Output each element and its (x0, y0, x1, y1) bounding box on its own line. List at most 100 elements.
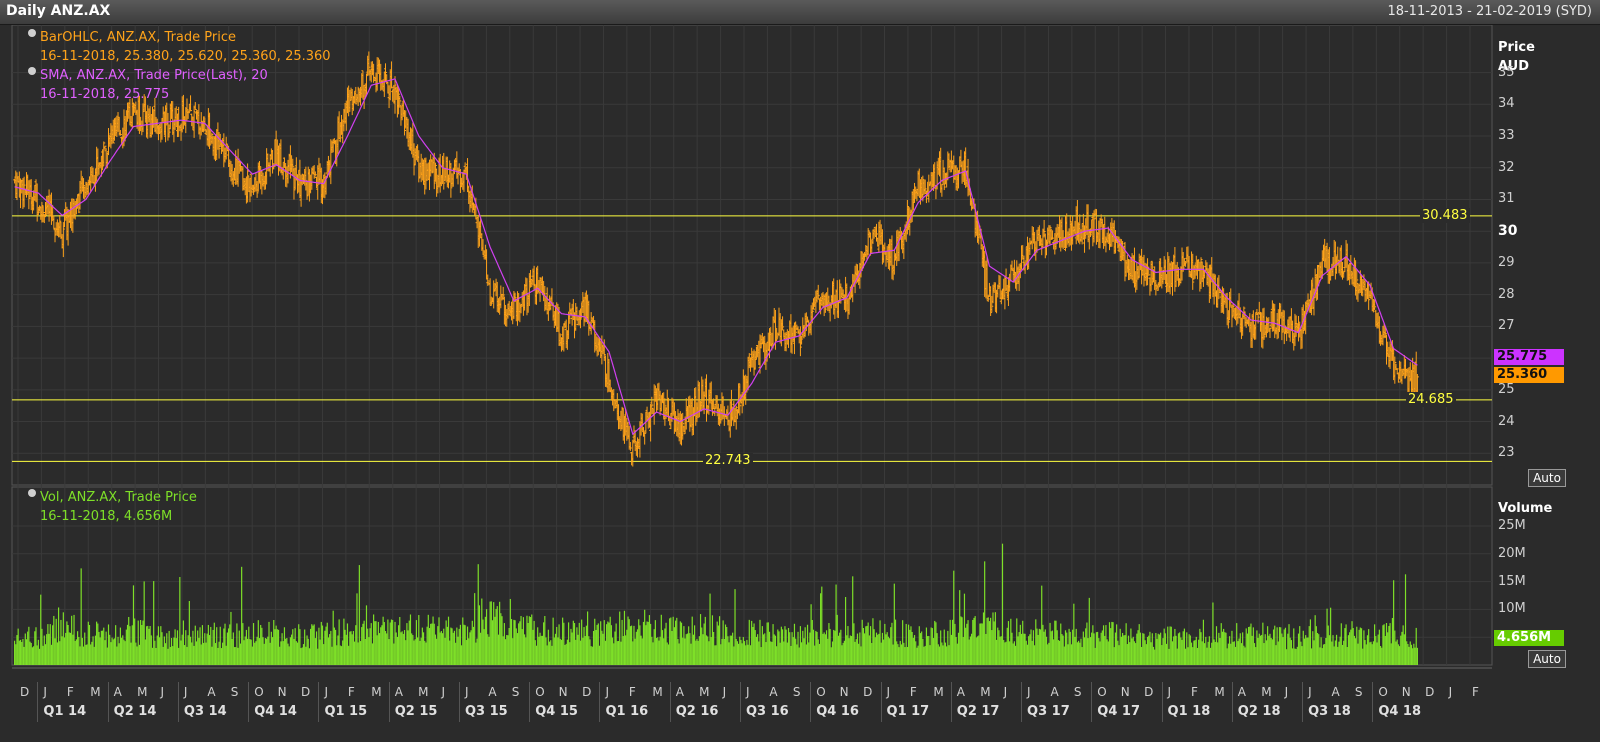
x-month-label: M (137, 685, 148, 699)
x-month-label: A (488, 685, 497, 699)
x-quarter-label: Q4 18 (1378, 704, 1422, 719)
volume-tick-label: 20M (1498, 545, 1526, 561)
horizontal-line-label: 22.743 (703, 453, 753, 469)
volume-axis-label: Volume (1498, 501, 1553, 516)
price-auto-button[interactable]: Auto (1528, 469, 1566, 487)
x-month-label: J (746, 685, 750, 699)
x-month-label: A (1237, 685, 1247, 699)
x-month-label: O (816, 685, 826, 699)
price-tick-label: 30 (1498, 223, 1518, 240)
x-quarter-label: Q2 17 (956, 704, 1000, 719)
x-month-label: D (20, 685, 30, 699)
x-quarter-divider (950, 682, 952, 722)
x-month-label: F (347, 685, 355, 699)
legend-sma-title: SMA, ANZ.AX, Trade Price(Last), 20 (40, 68, 268, 83)
legend-ohlc[interactable]: BarOHLC, ANZ.AX, Trade Price 16-11-2018,… (28, 28, 331, 66)
legend-volume-dot-icon[interactable] (28, 489, 36, 497)
legend-sma[interactable]: SMA, ANZ.AX, Trade Price(Last), 20 16-11… (28, 66, 268, 104)
x-month-label: S (511, 685, 520, 699)
x-quarter-label: Q4 15 (535, 704, 578, 719)
legend-volume[interactable]: Vol, ANZ.AX, Trade Price 16-11-2018, 4.6… (28, 488, 197, 526)
x-quarter-label: Q2 18 (1237, 704, 1281, 719)
x-quarter-divider (1302, 682, 1304, 722)
x-month-label: J (441, 685, 446, 699)
volume-tick-label: 15M (1498, 573, 1526, 589)
legend-sma-dot-icon[interactable] (28, 67, 36, 75)
price-tick-label: 27 (1498, 318, 1515, 334)
x-quarter-label: Q3 16 (746, 704, 789, 719)
x-month-label: F (628, 685, 636, 699)
x-month-label: A (113, 685, 122, 699)
legend-ohlc-dot-icon[interactable] (28, 29, 36, 37)
x-month-label: A (675, 685, 684, 699)
x-quarter-label: Q1 18 (1167, 704, 1211, 719)
x-month-label: O (1378, 685, 1388, 699)
x-month-label: S (792, 685, 801, 699)
price-axis-unit: AUD (1498, 59, 1530, 74)
horizontal-line-label: 24.685 (1406, 391, 1456, 407)
legend-ohlc-title: BarOHLC, ANZ.AX, Trade Price (40, 30, 236, 45)
x-quarter-divider (880, 682, 882, 722)
x-month-label: M (418, 685, 429, 699)
x-month-label: J (1284, 685, 1289, 699)
x-month-label: N (1401, 685, 1411, 699)
x-quarter-divider (107, 682, 109, 722)
x-month-label: J (722, 685, 727, 699)
x-quarter-divider (318, 682, 320, 722)
x-month-label: A (956, 685, 965, 699)
price-tick-label: 31 (1498, 191, 1515, 207)
chart-canvas[interactable] (0, 25, 1600, 742)
x-quarter-divider (529, 682, 531, 722)
gridlines (12, 25, 1492, 665)
x-month-label: F (66, 685, 74, 699)
x-quarter-label: Q1 14 (43, 704, 87, 719)
price-tick-label: 29 (1498, 254, 1515, 270)
x-month-label: M (371, 685, 382, 699)
legend-sma-values: 16-11-2018, 25.775 (40, 87, 170, 102)
x-month-label: J (1308, 685, 1312, 699)
x-month-label: O (1097, 685, 1107, 699)
volume-auto-button[interactable]: Auto (1528, 650, 1566, 668)
x-month-label: D (301, 685, 311, 699)
x-month-label: A (207, 685, 216, 699)
x-quarter-divider (669, 682, 671, 722)
x-quarter-label: Q4 17 (1097, 704, 1140, 719)
x-quarter-divider (1091, 682, 1093, 722)
x-quarter-divider (810, 682, 812, 722)
x-month-label: J (605, 685, 610, 699)
x-quarter-label: Q3 14 (183, 704, 227, 719)
sma-line (14, 78, 1418, 436)
price-tick-label: 25 (1498, 381, 1515, 397)
x-month-label: A (769, 685, 778, 699)
price-pane[interactable] (11, 25, 1493, 486)
x-quarter-label: Q2 14 (113, 704, 157, 719)
legend-ohlc-values: 16-11-2018, 25.380, 25.620, 25.360, 25.3… (40, 49, 331, 64)
x-month-label: M (1261, 685, 1272, 699)
x-month-label: D (863, 685, 873, 699)
price-tick-label: 35 (1498, 64, 1515, 80)
x-month-label: F (1190, 685, 1198, 699)
horizontal-line-label: 30.483 (1420, 207, 1470, 223)
x-month-label: F (909, 685, 917, 699)
x-month-label: S (1073, 685, 1082, 699)
x-quarter-divider (37, 682, 39, 722)
x-quarter-label: Q1 16 (605, 704, 649, 719)
x-month-label: J (43, 685, 47, 699)
x-month-label: N (1120, 685, 1130, 699)
x-quarter-label: Q2 16 (675, 704, 719, 719)
volume-tick-label: 25M (1498, 517, 1526, 533)
x-month-label: J (1448, 685, 1453, 699)
price-axis-label: Price (1498, 40, 1535, 55)
x-quarter-divider (1161, 682, 1163, 722)
sma-line-path (14, 78, 1418, 436)
x-month-label: A (1331, 685, 1340, 699)
x-quarter-label: Q2 15 (394, 704, 438, 719)
x-quarter-label: Q1 15 (324, 704, 368, 719)
x-month-label: J (1027, 685, 1031, 699)
x-quarter-divider (1372, 682, 1374, 722)
x-month-label: M (90, 685, 101, 699)
x-quarter-divider (248, 682, 250, 722)
x-month-label: N (839, 685, 849, 699)
x-month-label: J (324, 685, 328, 699)
x-month-label: J (1003, 685, 1008, 699)
